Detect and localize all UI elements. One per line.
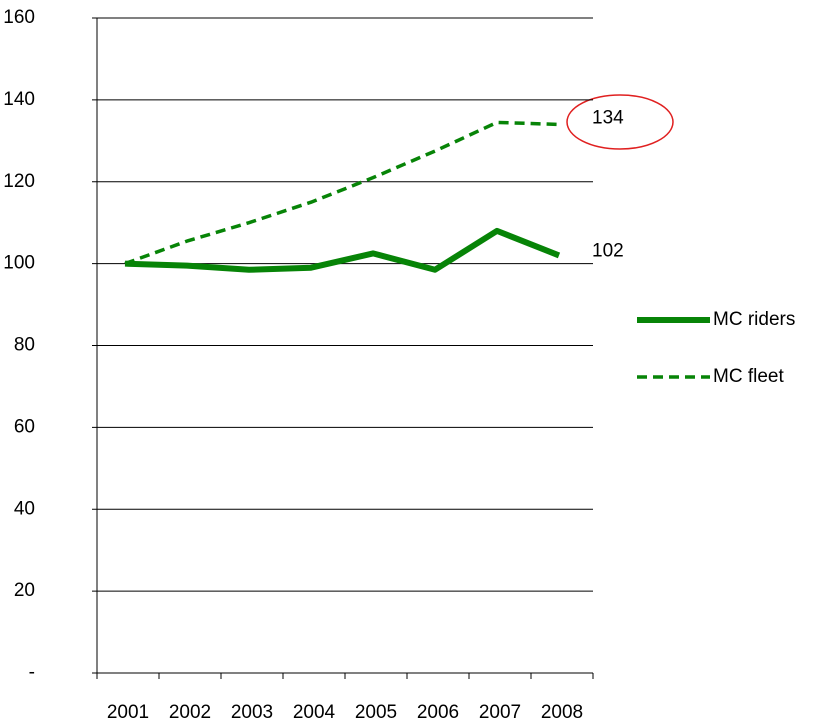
x-tick-label: 2005 xyxy=(355,702,397,723)
y-tick-label: 100 xyxy=(3,253,35,274)
series-line xyxy=(124,120,560,266)
y-tick-label: 140 xyxy=(3,89,35,110)
highlight-ellipse xyxy=(566,94,674,150)
y-tick-label: 40 xyxy=(14,498,35,519)
legend-label: MC riders xyxy=(713,309,795,330)
x-tick-label: 2001 xyxy=(107,702,149,723)
series-line xyxy=(124,227,561,273)
legend-label: MC fleet xyxy=(713,366,784,387)
data-label: 102 xyxy=(592,240,624,261)
y-tick-label: 80 xyxy=(14,335,35,356)
y-tick-label: - xyxy=(29,662,35,683)
y-tick-label: 20 xyxy=(14,580,35,601)
x-tick-label: 2006 xyxy=(417,702,459,723)
y-tick-label: 160 xyxy=(3,7,35,28)
data-label: 134 xyxy=(592,107,624,128)
x-tick-label: 2004 xyxy=(293,702,336,723)
x-tick-label: 2007 xyxy=(479,702,521,723)
y-tick-label: 120 xyxy=(3,171,35,192)
y-tick-label: 60 xyxy=(14,416,35,437)
x-tick-label: 2008 xyxy=(541,702,583,723)
x-tick-label: 2003 xyxy=(231,702,273,723)
x-tick-label: 2002 xyxy=(169,702,211,723)
